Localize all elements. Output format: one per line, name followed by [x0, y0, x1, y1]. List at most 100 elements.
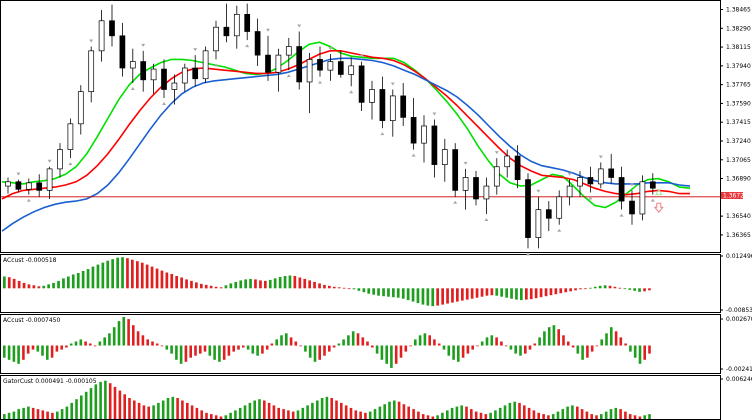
candle: [275, 48, 282, 92]
candle-body: [77, 91, 84, 125]
candle-body: [57, 149, 63, 170]
histogram-bar: [22, 345, 25, 360]
histogram-bar: [298, 277, 302, 289]
candle-body: [192, 67, 199, 80]
price-tick-label: 1.38115: [726, 44, 751, 51]
histogram-bar: [648, 345, 651, 354]
histogram-bar: [372, 288, 375, 295]
histogram-bar: [528, 345, 532, 350]
histogram-bar: [356, 333, 360, 346]
histogram-bar: [385, 345, 388, 364]
candle-body: [358, 65, 365, 103]
histogram-bar: [436, 288, 439, 306]
histogram-bar: [103, 337, 106, 346]
histogram-bar: [203, 345, 207, 352]
histogram-bar: [41, 410, 45, 419]
fractal-up-arrow: [359, 54, 364, 58]
histogram-bar: [484, 414, 488, 419]
histogram-bar: [94, 384, 98, 419]
histogram-bar: [514, 345, 517, 354]
histogram-bar: [390, 345, 393, 368]
candle: [119, 22, 126, 77]
candle-body: [452, 149, 459, 191]
histogram-bar: [426, 415, 430, 419]
histogram-bar: [643, 288, 646, 292]
histogram-bar: [132, 325, 135, 346]
histogram-bar: [417, 411, 420, 419]
histogram-bar: [3, 345, 6, 358]
histogram-bar: [84, 341, 87, 346]
candle: [587, 166, 594, 193]
fractal-arrows: [16, 0, 664, 256]
histogram-bar: [199, 345, 202, 354]
histogram-bar: [441, 412, 444, 419]
histogram-bar: [234, 281, 238, 289]
histogram-bar: [551, 414, 555, 419]
histogram-bar: [393, 400, 396, 419]
fast-ma-line: [1, 41, 691, 209]
histogram-bar: [399, 345, 403, 358]
histogram-bar: [180, 277, 183, 289]
histogram-bar: [520, 288, 523, 301]
candle-body: [608, 168, 615, 178]
candle: [566, 179, 573, 206]
candle: [608, 153, 615, 184]
histogram-bar: [12, 411, 16, 419]
histogram-bar: [380, 345, 384, 360]
histogram-bar: [475, 288, 479, 298]
histogram-bar: [485, 288, 489, 296]
histogram-bar: [127, 319, 130, 346]
histogram-bar: [253, 400, 256, 419]
histogram-bar: [451, 288, 454, 303]
histogram-bar: [275, 339, 278, 346]
histogram-bar: [618, 287, 622, 289]
fractal-down-arrow: [26, 198, 31, 202]
histogram-bar: [566, 406, 569, 419]
histogram-bar: [67, 276, 70, 289]
histogram-bar: [412, 409, 415, 419]
candle: [67, 118, 74, 159]
histogram-bar: [433, 339, 436, 346]
fractal-down-arrow: [349, 90, 354, 94]
histogram-bar: [624, 411, 627, 419]
histogram-bar: [232, 345, 235, 352]
candle: [441, 138, 448, 182]
histogram-bar: [116, 257, 119, 289]
histogram-bar: [287, 410, 290, 419]
histogram-bar: [32, 285, 36, 289]
histogram-bar: [354, 410, 358, 419]
price-tick-label: 1.36365: [726, 232, 751, 239]
panel-tick-label: -0.0024127: [726, 366, 752, 373]
candle: [233, 5, 240, 49]
fractal-up-arrow: [297, 24, 302, 28]
candle-body: [213, 26, 219, 52]
histogram-bar: [495, 288, 499, 296]
histogram-bar: [509, 345, 513, 350]
candle: [5, 177, 11, 194]
histogram-bar: [246, 345, 250, 350]
histogram-bar: [342, 287, 346, 289]
histogram-bar: [648, 414, 651, 419]
histogram-bar: [584, 288, 587, 290]
histogram-bar: [277, 407, 280, 419]
histogram-bar: [614, 331, 618, 346]
histogram-bar: [323, 345, 326, 356]
histogram-bar: [166, 398, 170, 419]
candle-body: [493, 166, 500, 187]
histogram-bar: [396, 288, 400, 298]
histogram-bar: [342, 339, 345, 346]
histogram-bar: [70, 402, 73, 419]
candle: [348, 57, 355, 87]
histogram-bar: [610, 327, 613, 346]
histogram-bar: [495, 337, 498, 346]
moving-average-lines: [1, 41, 691, 232]
histogram-bar: [623, 288, 627, 290]
histogram-bar: [81, 271, 85, 289]
histogram-bar: [234, 410, 237, 419]
histogram-bar: [142, 405, 146, 419]
histogram-bar: [89, 343, 92, 346]
histogram-bar: [579, 288, 582, 290]
histogram-bar: [244, 279, 247, 289]
candle-body: [649, 181, 656, 189]
